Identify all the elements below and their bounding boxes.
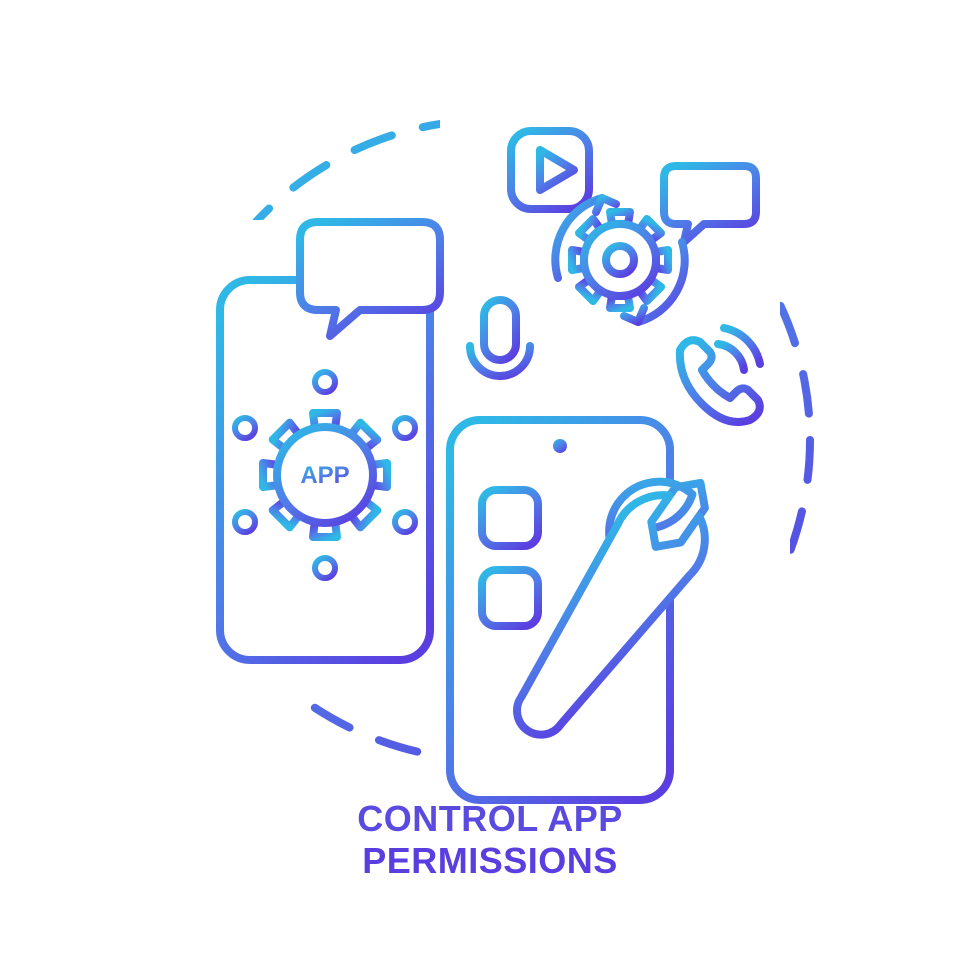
chat-bubble-small-icon xyxy=(664,166,756,242)
phone-call-icon xyxy=(680,328,760,422)
caption-line2: PERMISSIONS xyxy=(0,840,980,882)
gear-app-icon: APP xyxy=(263,413,387,537)
app-square-icon xyxy=(482,570,538,626)
infographic-canvas: APP xyxy=(0,0,980,980)
app-square-icon xyxy=(482,490,538,546)
gear-app-label: APP xyxy=(300,462,349,489)
caption-line1: CONTROL APP xyxy=(0,798,980,840)
microphone-icon xyxy=(470,300,530,394)
play-icon xyxy=(511,131,589,209)
phone-left: APP xyxy=(220,280,430,660)
